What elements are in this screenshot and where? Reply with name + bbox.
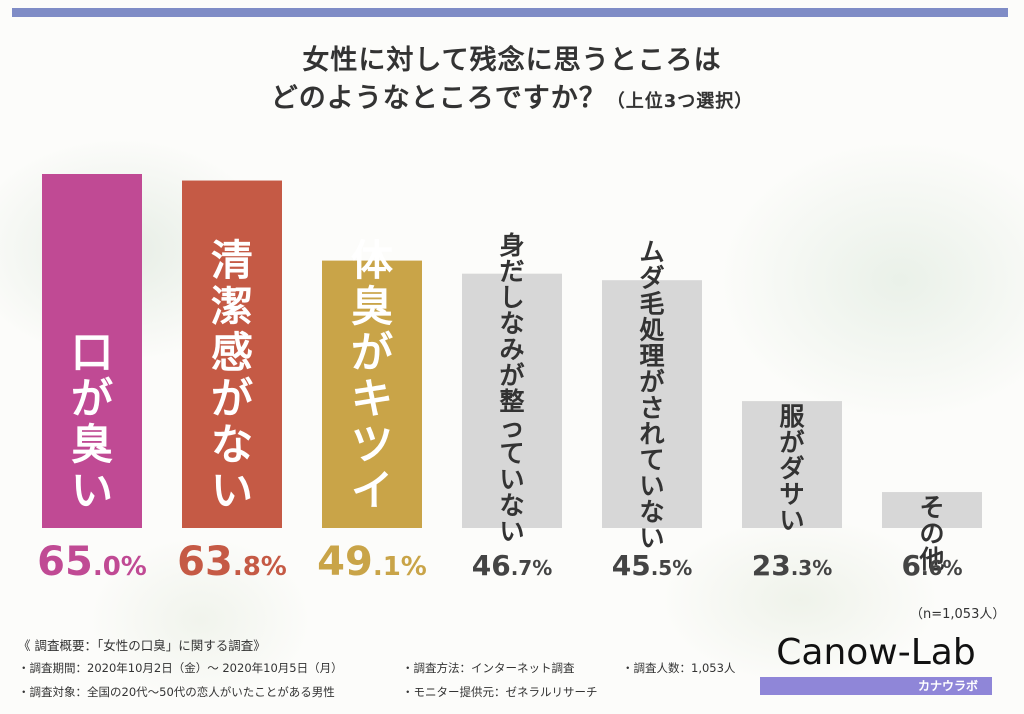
chart-title-line2: どのようなところですか？（上位3つ選択） [0,76,1024,115]
category-label-7: その他 [918,493,944,574]
survey-period: ・調査期間：2020年10月2日（金）～ 2020年10月5日（月） [18,661,343,675]
top-accent-bar [12,8,1008,17]
category-label-6: 服がダサい [779,402,805,535]
category-label-4: 身だしなみが整っていない [499,231,524,546]
chart-title-sub: （上位3つ選択） [606,91,754,112]
logo-kana-strip: カナウラボ [760,677,992,695]
value-label-6: 23.3% [752,549,833,582]
bar-3 [322,260,422,528]
category-label-5: ムダ毛処理がされていない [639,237,664,552]
bar-1 [42,174,142,528]
survey-provider: ・モニター提供元：ゼネラルリサーチ [402,685,598,699]
value-label-7: 6.6% [901,549,962,582]
value-label-3: 49.1% [317,539,427,585]
category-label-1: 口が臭い [71,328,113,515]
logo-name: Canow-Lab [776,632,976,673]
sample-size-note: （n=1,053人） [910,607,1006,622]
category-label-2: 清潔感がない [211,236,253,515]
chart-title-line1: 女性に対して残念に思うところは [302,45,722,76]
bar-2 [182,180,282,528]
value-label-5: 45.5% [612,549,693,582]
bar-4 [462,273,562,528]
value-label-4: 46.7% [472,549,553,582]
survey-heading: 《 調査概要：「女性の口臭」に関する調査》 [18,638,266,653]
category-label-3: 体臭がキツイ [351,236,393,515]
survey-method: ・調査方法：インターネット調査 [402,661,575,675]
survey-target: ・調査対象：全国の20代～50代の恋人がいたことがある男性 [18,685,335,699]
bar-5 [602,280,702,528]
chart-title-main: どのようなところですか？ [270,83,607,114]
bar-7 [882,492,982,528]
value-label-2: 63.8% [177,539,287,585]
value-label-1: 65.0% [37,539,147,585]
survey-count: ・調査人数：1,053人 [622,661,736,675]
bar-6 [742,401,842,528]
